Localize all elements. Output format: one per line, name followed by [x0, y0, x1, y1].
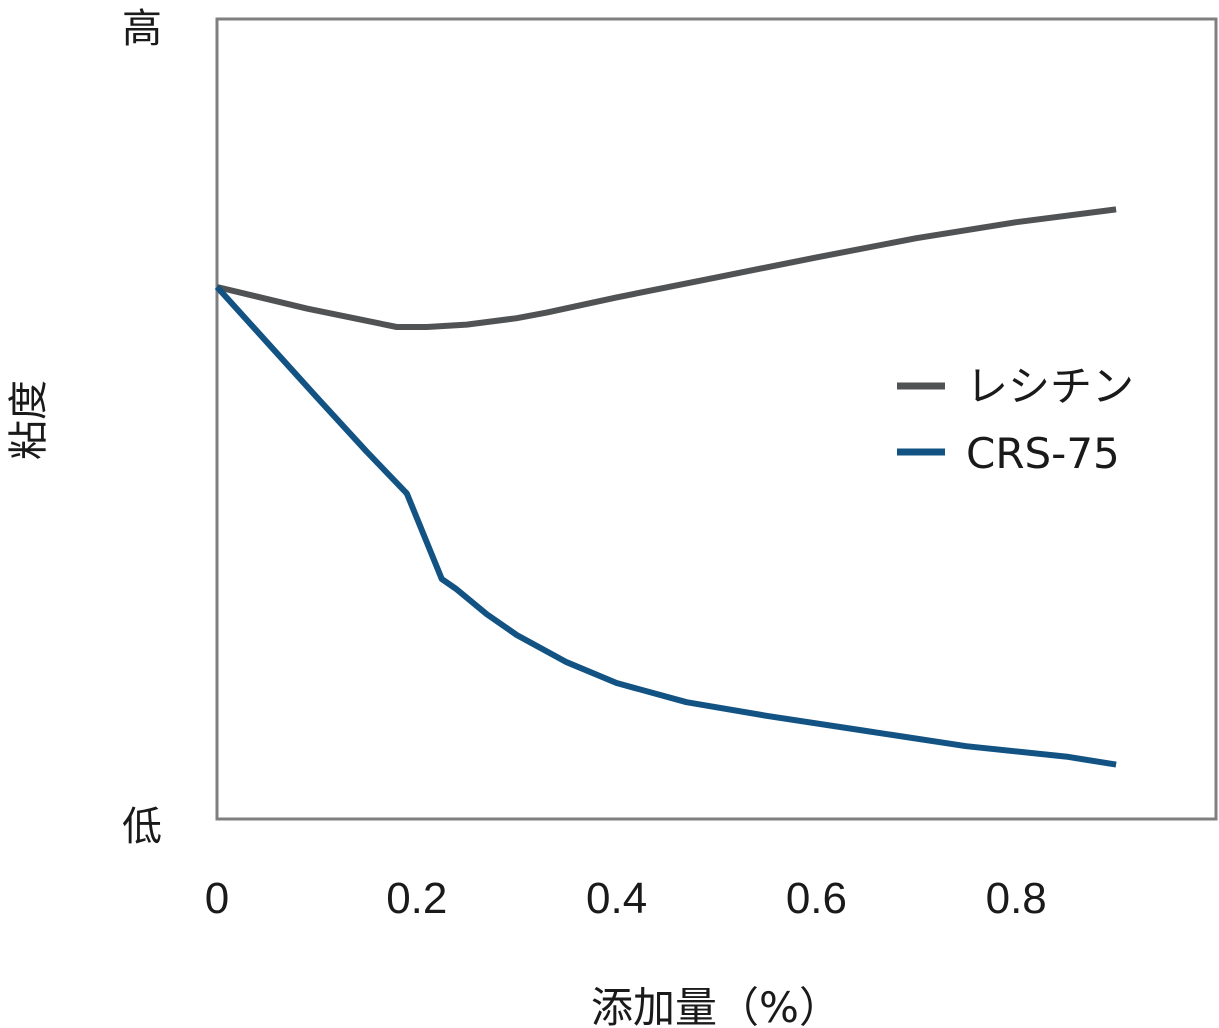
series-lines — [214, 206, 1117, 768]
legend-label-lecithin: レシチン — [966, 362, 1134, 411]
legend: レシチン CRS-75 — [897, 362, 1134, 478]
x-tick-label: 0.4 — [586, 874, 647, 923]
x-tick-labels: 0 0.2 0.4 0.6 0.8 — [205, 874, 1047, 923]
y-high-label: 高 — [122, 6, 162, 52]
x-tick-label: 0.6 — [786, 874, 847, 923]
y-axis-title: 粘度 — [6, 380, 52, 460]
x-axis-title: 添加量（%） — [591, 983, 841, 1028]
x-tick-label: 0.2 — [386, 874, 447, 923]
series-line-0 — [216, 206, 1117, 330]
y-low-label: 低 — [122, 804, 162, 850]
plot-frame — [215, 17, 1218, 821]
x-tick-label: 0.8 — [986, 874, 1047, 923]
series-line-1 — [214, 284, 1117, 768]
legend-label-crs75: CRS-75 — [966, 429, 1120, 478]
x-tick-label: 0 — [205, 874, 229, 923]
